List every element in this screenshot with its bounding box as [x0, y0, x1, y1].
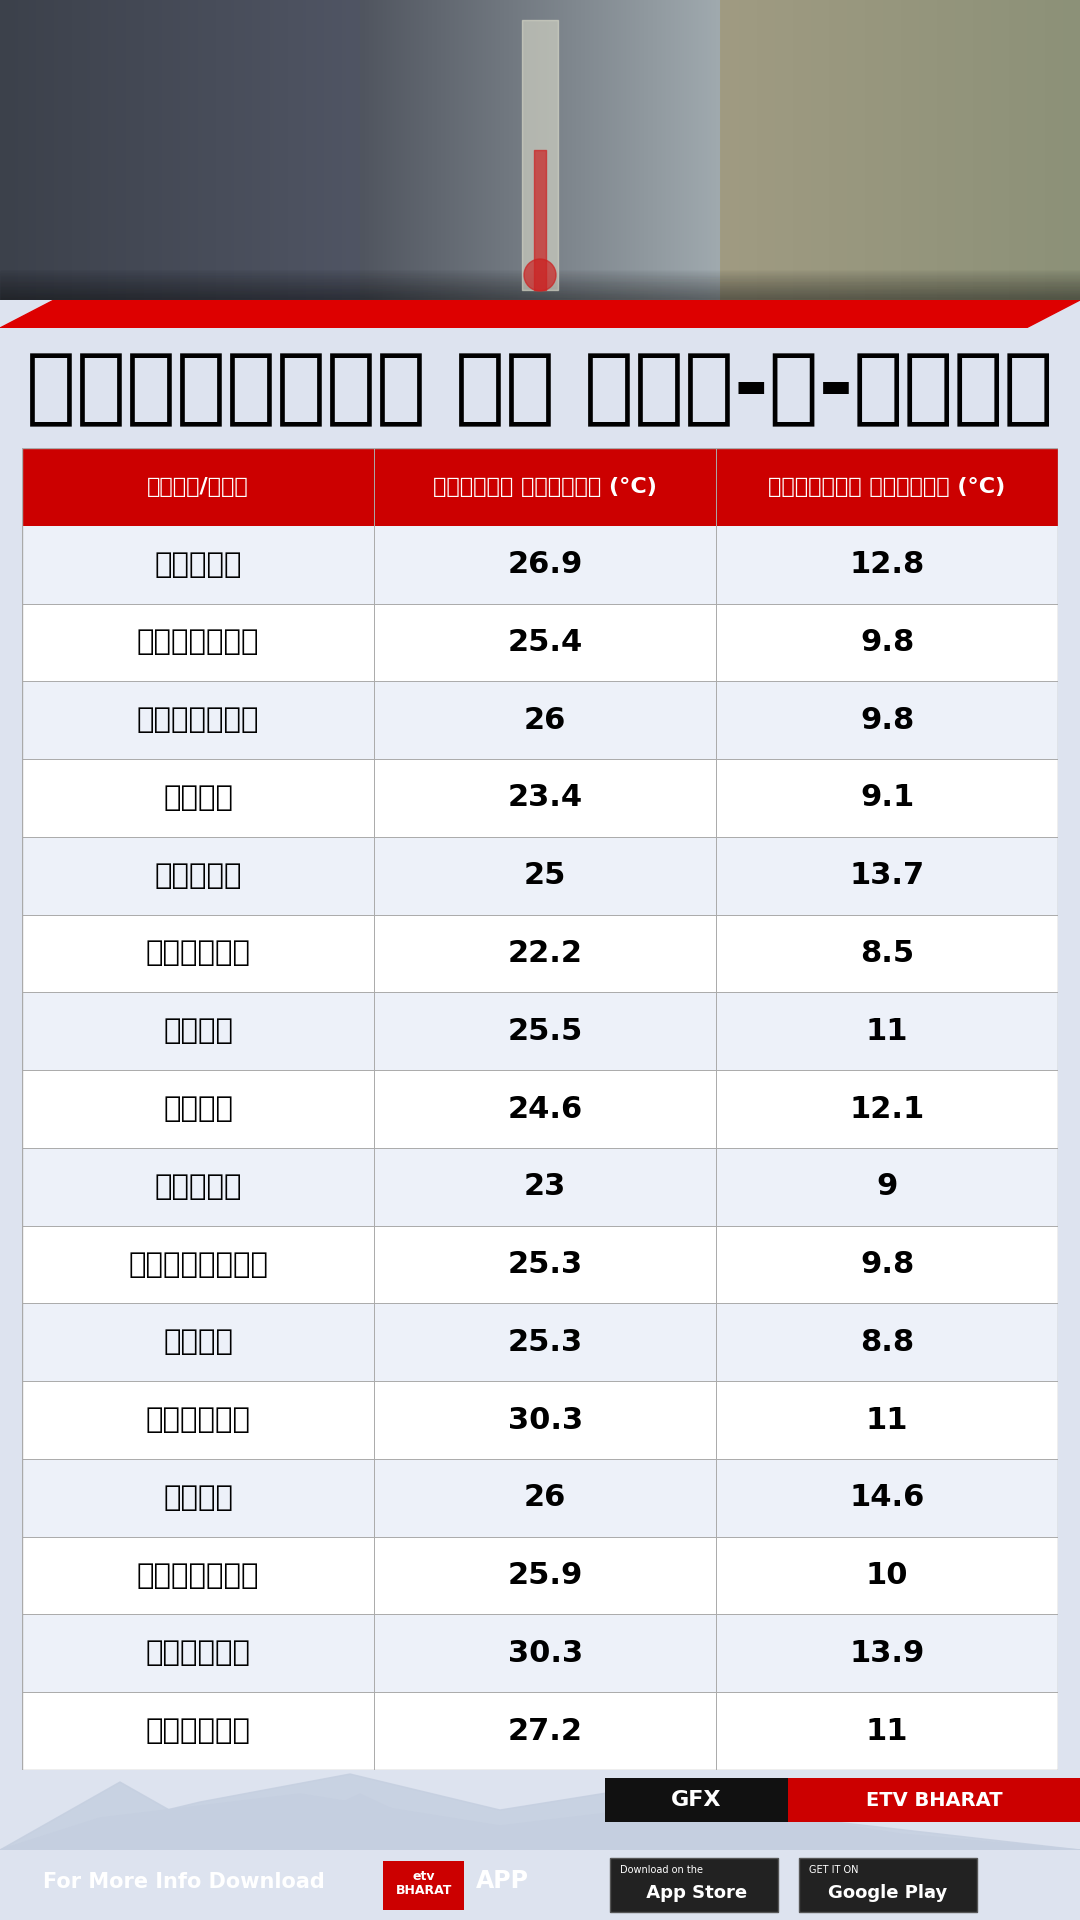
Text: न्यूनतम तापमान (°C): न्यूनतम तापमान (°C) [769, 476, 1005, 497]
Text: For More Info Download: For More Info Download [43, 1872, 324, 1891]
Text: 23.4: 23.4 [508, 783, 583, 812]
Text: etv
BHARAT: etv BHARAT [395, 1870, 453, 1897]
Text: कोटा: कोटा [163, 1094, 233, 1123]
Text: पिलानी: पिलानी [146, 939, 251, 968]
Text: 13.7: 13.7 [850, 862, 924, 891]
Text: पाली: पाली [163, 1484, 233, 1511]
Text: 25.9: 25.9 [508, 1561, 583, 1590]
Text: बूंदी: बूंदी [154, 1173, 242, 1200]
Bar [22, 526, 1058, 603]
Bar [22, 1225, 1058, 1304]
Bar [22, 1148, 1058, 1225]
Bar [22, 682, 1058, 758]
Text: 12.1: 12.1 [850, 1094, 924, 1123]
Text: वनस्थली: वनस्थली [137, 628, 259, 657]
Bar [22, 914, 1058, 993]
Text: 25.3: 25.3 [508, 1250, 583, 1279]
Text: जैसलमेर: जैसलमेर [137, 1561, 259, 1590]
Text: 11: 11 [866, 1716, 908, 1745]
Text: 23: 23 [524, 1173, 566, 1202]
Text: 9.8: 9.8 [860, 628, 914, 657]
Text: ETV BHARAT: ETV BHARAT [866, 1791, 1002, 1809]
Text: भीलवाड़ा: भीलवाड़ा [137, 707, 259, 733]
Text: 14.6: 14.6 [849, 1484, 924, 1513]
Bar [22, 993, 1058, 1069]
Text: 22.2: 22.2 [508, 939, 583, 968]
Bar [22, 1692, 1058, 1770]
Text: 25.4: 25.4 [508, 628, 583, 657]
Text: डबोक: डबोक [163, 1329, 233, 1356]
Bar [605, 1778, 788, 1822]
Text: 26: 26 [524, 707, 566, 735]
Text: सीकर: सीकर [163, 1018, 233, 1044]
Text: APP: APP [475, 1870, 529, 1893]
Text: 13.9: 13.9 [849, 1640, 924, 1668]
Text: फलोंदी: फलोंदी [146, 1716, 251, 1745]
Bar [22, 758, 1058, 837]
Text: बाड़मेर: बाड़मेर [146, 1405, 251, 1434]
Text: 27.2: 27.2 [508, 1716, 583, 1745]
Text: 26.9: 26.9 [508, 551, 583, 580]
Text: 12.8: 12.8 [850, 551, 924, 580]
Text: 11: 11 [866, 1018, 908, 1046]
Polygon shape [0, 300, 1080, 328]
Text: Download on the: Download on the [620, 1864, 703, 1874]
Text: 30.3: 30.3 [508, 1405, 583, 1434]
Text: GET IT ON: GET IT ON [809, 1864, 859, 1874]
Bar [22, 447, 1058, 526]
Text: राजस्थान का हाल-ए-मौसम: राजस्थान का हाल-ए-मौसम [26, 348, 1054, 428]
Text: 8.5: 8.5 [860, 939, 914, 968]
Bar [22, 603, 1058, 682]
Text: अलवर: अलवर [163, 783, 233, 812]
Bar [22, 1069, 1058, 1148]
Bar [799, 1859, 977, 1912]
Bar [22, 1304, 1058, 1380]
Text: GFX: GFX [672, 1789, 721, 1811]
Text: 25: 25 [524, 862, 566, 891]
Text: 9: 9 [876, 1173, 897, 1202]
Text: 30.3: 30.3 [508, 1640, 583, 1668]
Text: अजमेर: अजमेर [154, 551, 242, 578]
Bar [22, 1615, 1058, 1692]
Text: जयपुर: जयपुर [154, 862, 242, 889]
Polygon shape [0, 1782, 1080, 1851]
Text: 11: 11 [866, 1405, 908, 1434]
Bar [22, 1380, 1058, 1459]
Bar [22, 1459, 1058, 1536]
Circle shape [524, 259, 556, 292]
Text: 8.8: 8.8 [860, 1329, 914, 1357]
Text: जिला/जगह: जिला/जगह [147, 476, 249, 497]
Text: 25.5: 25.5 [508, 1018, 583, 1046]
Text: चितौड़गड़़: चितौड़गड़़ [129, 1250, 268, 1279]
Bar [22, 1536, 1058, 1615]
Text: Google Play: Google Play [828, 1884, 947, 1903]
Text: 10: 10 [866, 1561, 908, 1590]
Text: 9.8: 9.8 [860, 1250, 914, 1279]
Text: 26: 26 [524, 1484, 566, 1513]
Bar [383, 1860, 464, 1910]
Polygon shape [0, 1793, 1080, 1851]
Bar [610, 1859, 778, 1912]
Text: जोधपुर: जोधपुर [146, 1640, 251, 1667]
Polygon shape [0, 1774, 1080, 1851]
Bar [788, 1778, 1080, 1822]
Text: 25.3: 25.3 [508, 1329, 583, 1357]
Text: 24.6: 24.6 [508, 1094, 583, 1123]
Text: अधिकतम तापमान (°C): अधिकतम तापमान (°C) [433, 476, 657, 497]
Text: App Store: App Store [639, 1884, 747, 1903]
Bar [22, 837, 1058, 914]
Text: 9.8: 9.8 [860, 707, 914, 735]
Text: 9.1: 9.1 [860, 783, 914, 812]
